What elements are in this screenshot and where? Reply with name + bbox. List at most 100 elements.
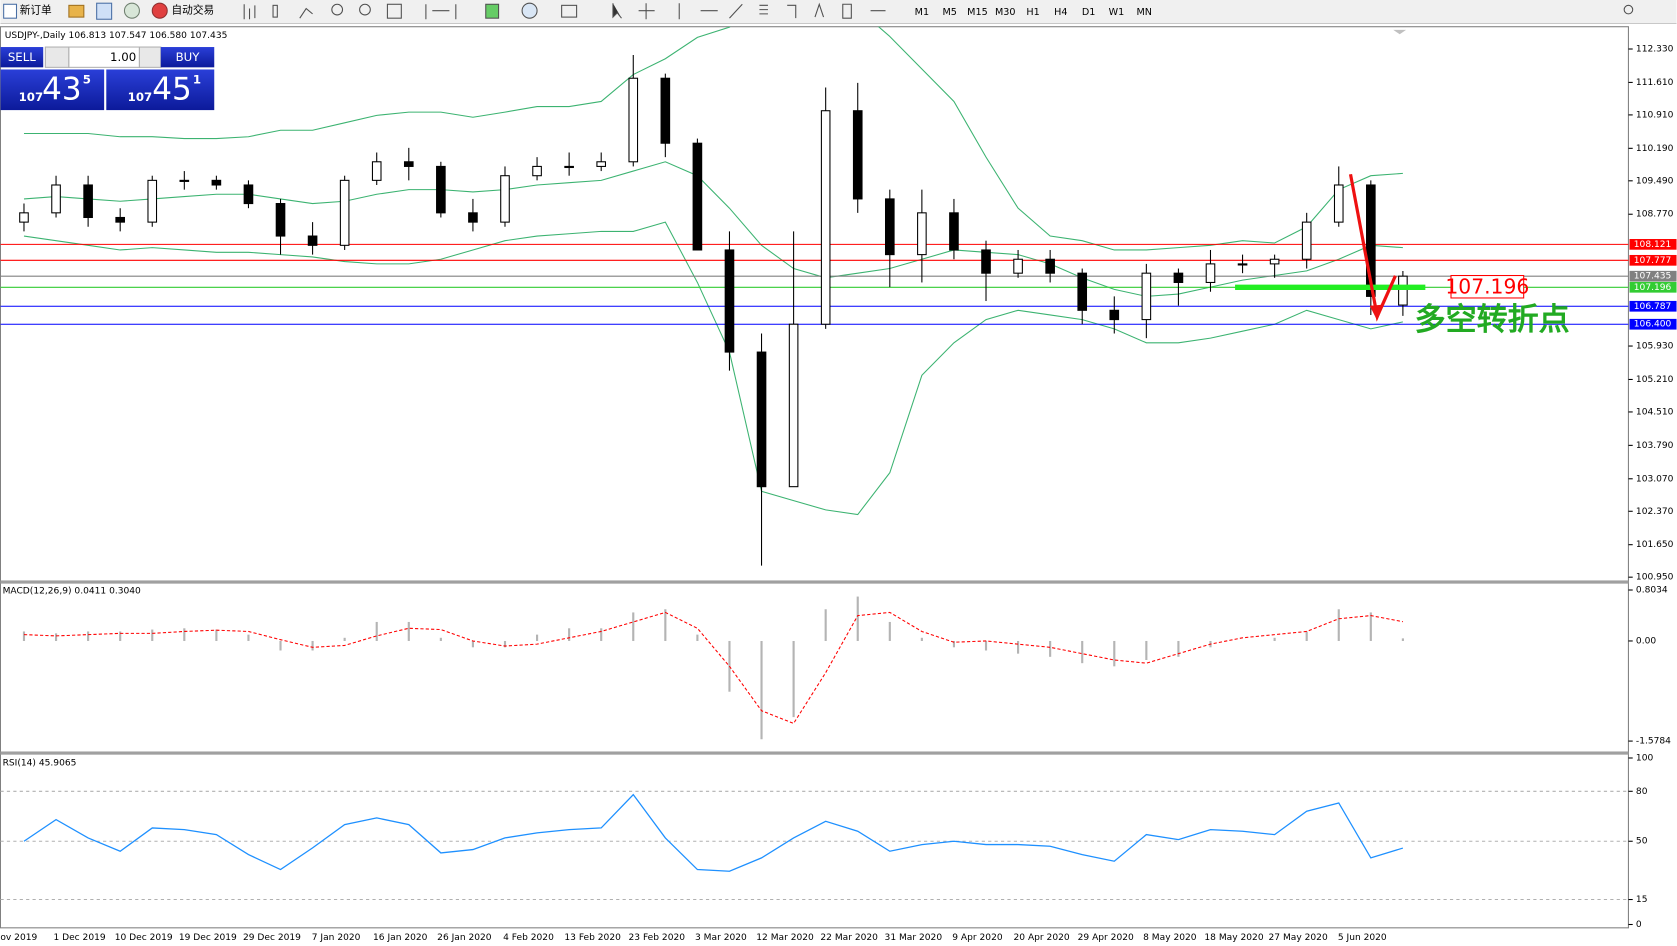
price-level-label: 106.787 [1634,302,1672,312]
bollinger-band [23,221,1404,516]
x-tick-label: 3 Mar 2020 [695,933,747,943]
indicator-title: MACD(12,26,9) 0.0411 0.3040 [3,587,141,597]
buy-label[interactable]: BUY [176,50,201,64]
candle-body [596,161,607,167]
zoom-in-icon[interactable] [331,3,344,16]
pivot-label: 107.196 [1445,274,1529,298]
sell-label[interactable]: SELL [8,50,36,64]
toolbar-icons [243,2,1634,20]
candle-body [1045,258,1055,274]
line-icon[interactable] [299,7,313,19]
x-tick-label: 27 May 2020 [1269,933,1328,943]
auto-trading-icon[interactable] [151,2,168,19]
x-tick-label: 23 Feb 2020 [629,933,686,943]
timeframe-button[interactable]: M1 [915,7,929,18]
fib-icons[interactable] [759,4,797,19]
macd-signal [23,611,1403,725]
search-icon[interactable] [1623,4,1634,15]
y-tick-label: 103.070 [1636,474,1674,484]
crosshair-icon[interactable] [638,3,655,20]
candle-body [628,77,639,163]
timeframe-button[interactable]: H4 [1054,7,1067,18]
price-level-label-bg [1629,254,1677,266]
y-tick-label: 0.8034 [1636,586,1668,596]
y-tick-label: 108.770 [1636,210,1674,220]
icon[interactable] [96,2,113,20]
pivot-caption: 多空转折点 [1415,302,1570,338]
y-tick-label: 112.330 [1636,45,1674,55]
ask-box[interactable] [106,69,215,111]
y-tick-label: 104.510 [1636,407,1674,417]
template-icon[interactable] [561,4,578,18]
tile-icon[interactable] [386,3,402,19]
timeframe-button[interactable]: M30 [995,7,1016,18]
bid-box[interactable] [0,69,105,111]
candle-body [660,77,671,144]
timeframe-button[interactable]: MN [1136,7,1151,18]
candle-body [1269,258,1280,265]
new-order-button[interactable]: 新订单 [20,4,52,17]
timeframe-button[interactable]: D1 [1082,7,1096,18]
timeframe-button[interactable]: H1 [1026,7,1039,18]
y-tick-label: 103.790 [1636,441,1674,451]
icon[interactable] [68,4,85,18]
timeframe-button[interactable]: W1 [1109,7,1125,18]
candle-body [564,165,574,169]
candle-body [51,184,61,214]
ask-pips: 45 [152,71,191,107]
candle-body [820,110,831,325]
price-level-label-bg [1629,318,1677,330]
candle-body [1366,184,1376,297]
scroll-icon[interactable] [425,4,457,20]
bar-chart-icon[interactable] [243,4,256,20]
x-tick-label: 20 Apr 2020 [1014,933,1070,943]
x-tick-label: 5 Jun 2020 [1338,933,1387,943]
cursor-icon[interactable] [612,3,622,19]
indicator-title: RSI(14) 45.9065 [3,759,77,769]
x-tick-label: 7 Jan 2020 [312,933,361,943]
candle-body [468,212,478,223]
lot-up[interactable] [138,46,162,68]
sell-button[interactable] [0,47,44,68]
draw-icons[interactable] [678,3,743,20]
candle-body [147,179,158,223]
timeframe-button[interactable]: M5 [942,7,956,18]
candle-body [1333,184,1344,223]
price-level-label: 107.435 [1634,272,1672,282]
period-icon[interactable] [521,2,538,19]
y-tick-label: -1.5784 [1636,737,1671,747]
candle-body [211,179,222,186]
candle-body [532,165,542,177]
chart-shift-marker [1393,29,1407,35]
candle-icon[interactable] [272,4,278,18]
zoom-out-icon[interactable] [359,3,371,16]
candle-body [756,351,767,488]
indicator-icon[interactable] [485,3,500,19]
candle-body [1301,221,1312,260]
candle-body [339,179,350,246]
y-tick-label: 111.610 [1636,78,1674,88]
new-order-icon[interactable] [3,3,18,19]
ask-fraction: 1 [193,73,201,87]
candle-body [1013,258,1023,274]
candle-body [115,216,125,223]
x-tick-label: 22 Mar 2020 [820,933,878,943]
timeframe-button[interactable]: M15 [967,7,988,18]
y-tick-label: 15 [1636,895,1648,905]
price-level-label-bg [1629,300,1677,312]
bid-big-figure: 107 [19,90,44,104]
icon[interactable] [123,2,140,19]
lot-down[interactable] [44,46,70,68]
text-icons[interactable] [814,2,886,19]
lot-value[interactable]: 1.00 [110,50,136,64]
x-tick-label: 9 Apr 2020 [952,933,1003,943]
x-tick-label: 29 Apr 2020 [1078,933,1134,943]
x-tick-label: 29 Dec 2019 [243,933,301,943]
price-level-label-bg [1629,281,1677,293]
bollinger-band [23,26,1403,251]
auto-trading-button[interactable]: 自动交易 [171,4,214,17]
buy-button[interactable] [160,47,215,68]
candle-body [83,184,93,219]
